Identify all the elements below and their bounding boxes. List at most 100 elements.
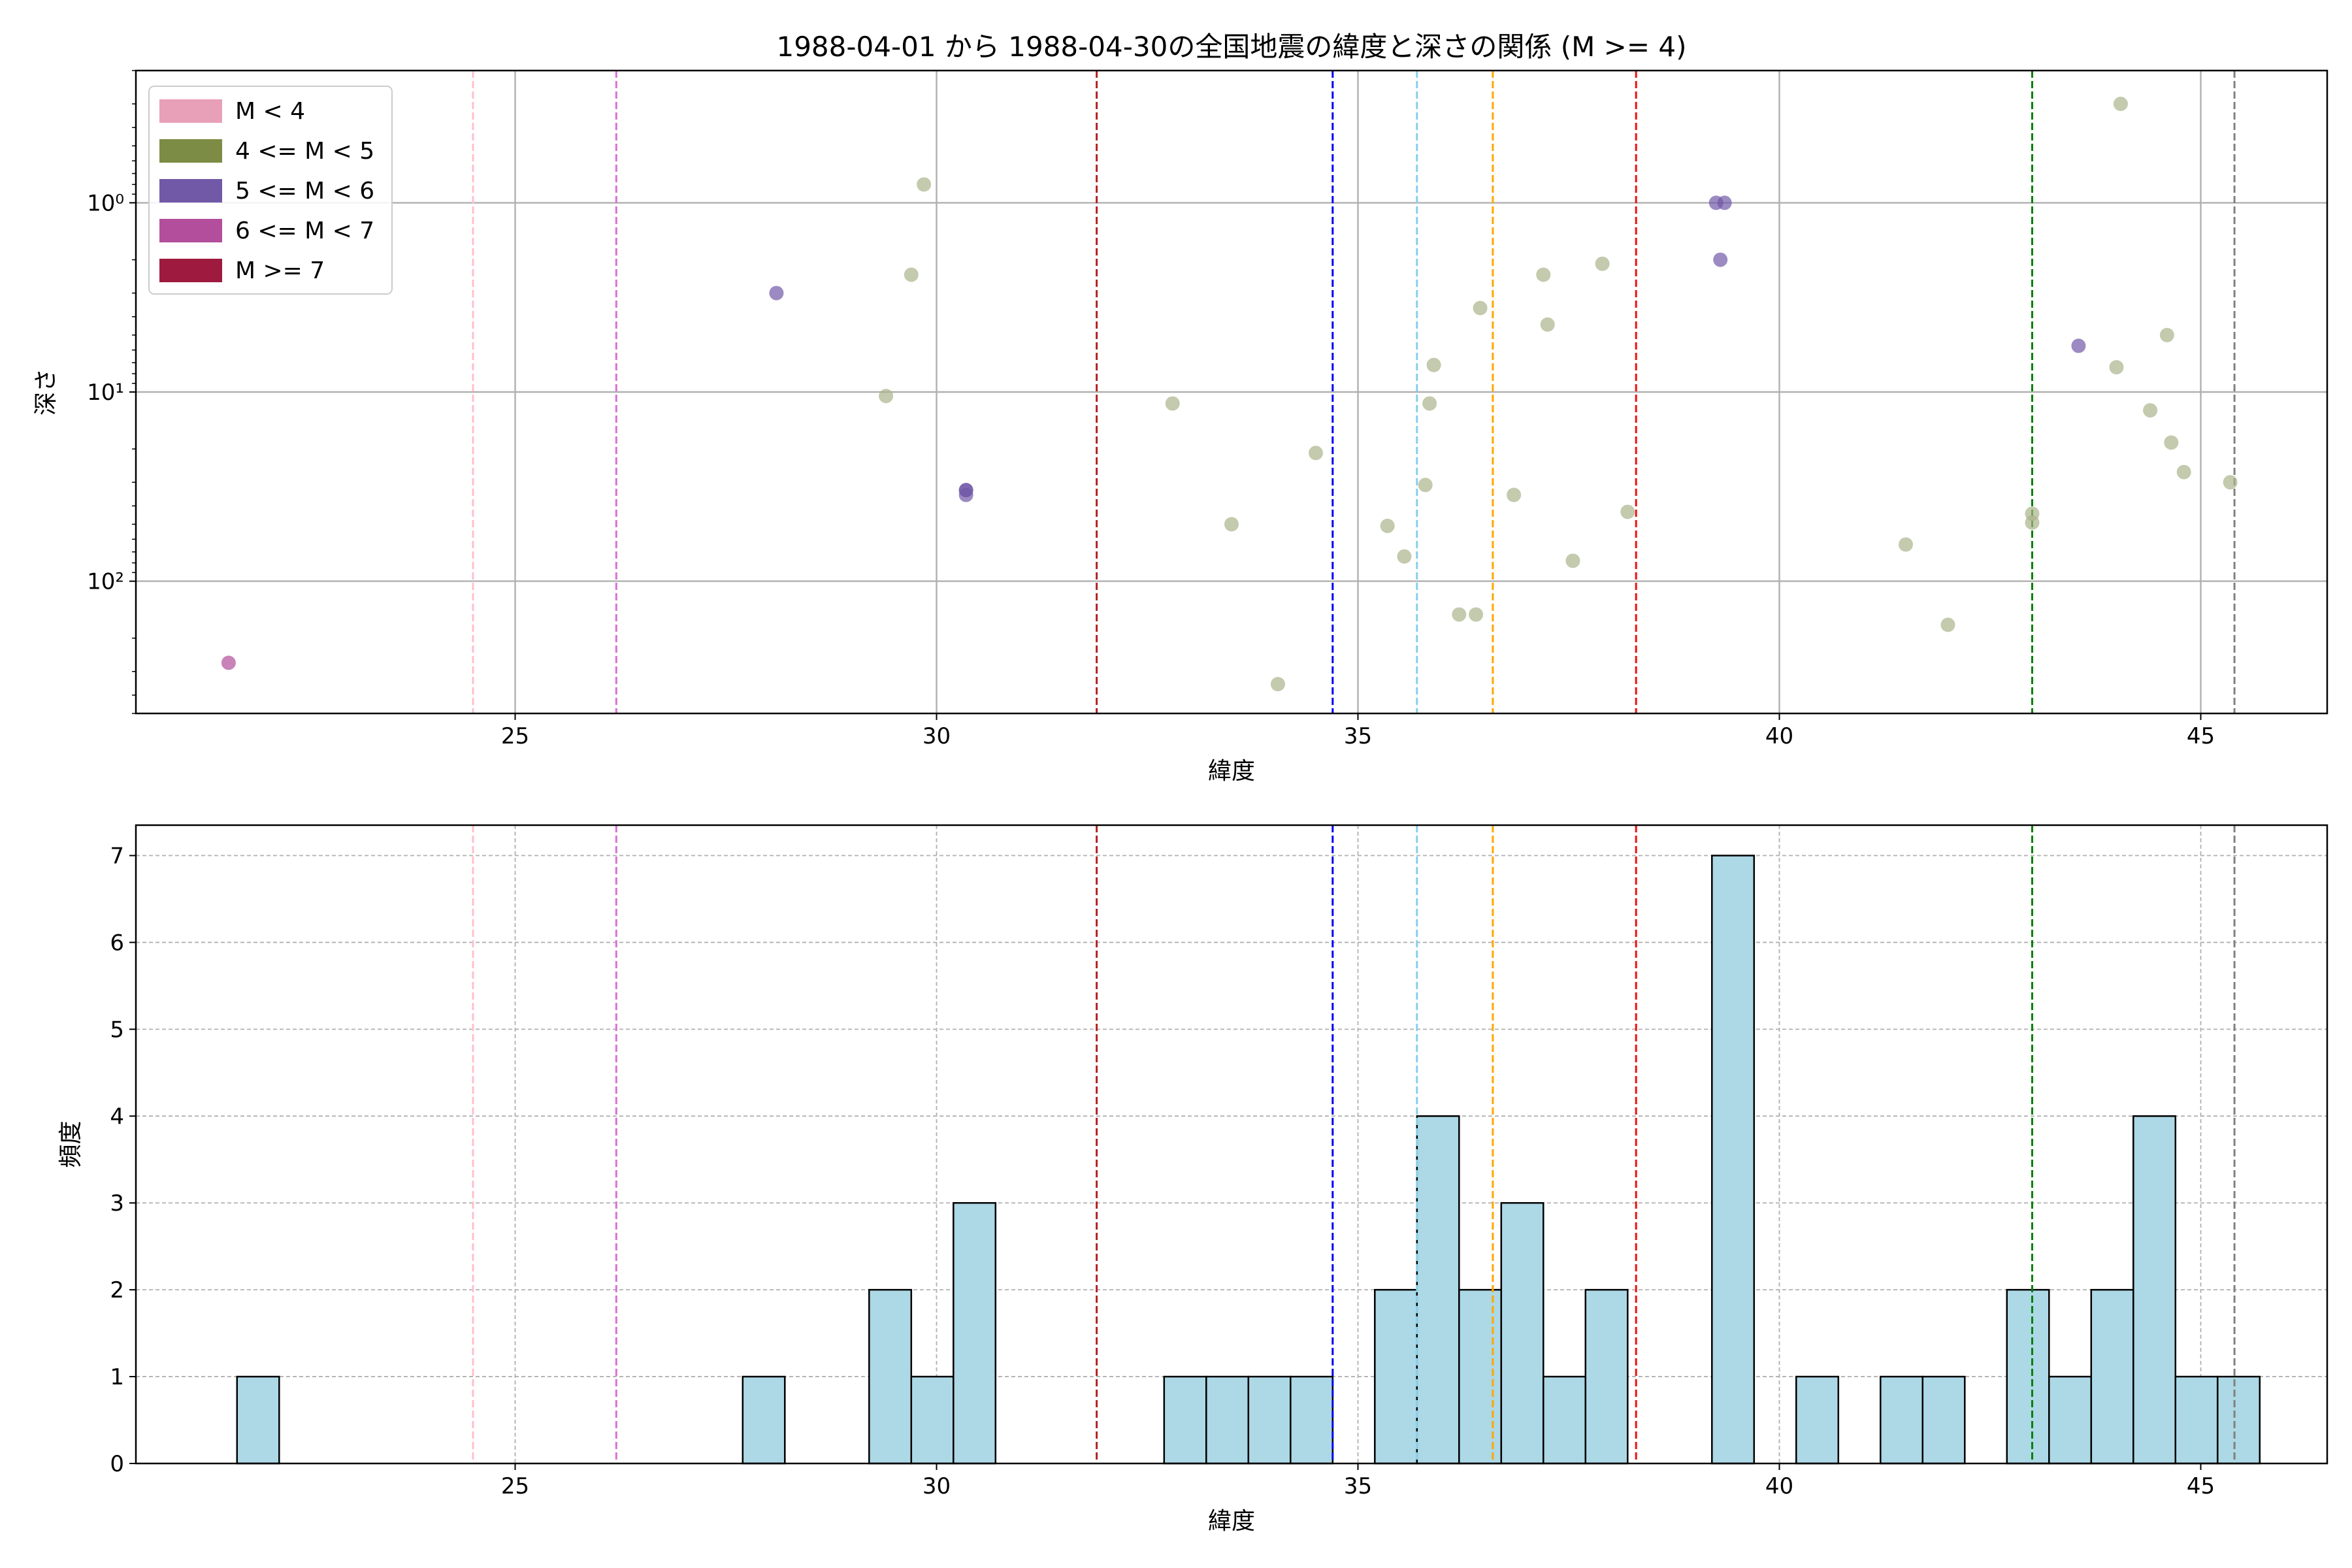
histogram-y-ticks: 0 1 2 3 4 5 6 7: [110, 843, 136, 1477]
scatter-point: [1595, 256, 1610, 271]
histogram-bar: [1543, 1375, 1587, 1465]
histogram-bar: [1290, 1375, 1334, 1465]
histogram-bar: [2174, 1375, 2219, 1465]
histogram-bar: [953, 1201, 997, 1465]
histogram-bar: [1458, 1288, 1503, 1465]
histogram-bar: [1205, 1375, 1250, 1465]
legend-swatch: [159, 219, 222, 242]
histogram-bar: [742, 1375, 786, 1465]
histogram-bar: [236, 1375, 280, 1465]
scatter-point: [1620, 504, 1635, 519]
histogram-panel: 25 30 35 40 45 0 1 2 3 45 6 7 緯度 頻度: [57, 824, 2328, 1535]
histogram-x-axis-label: 緯度: [1208, 1508, 1255, 1535]
scatter-title: 1988-04-01 から 1988-04-30の全国地震の緯度と深さの関係 (…: [776, 31, 1686, 63]
scatter-x-tick-label: 30: [923, 723, 951, 749]
scatter-y-axis-label: 深さ: [33, 368, 59, 416]
scatter-point: [2143, 403, 2158, 418]
histogram-bar: [910, 1375, 955, 1465]
histogram-x-tick-label: 35: [1344, 1473, 1372, 1499]
scatter-point: [904, 267, 919, 282]
legend-swatch: [159, 179, 222, 203]
scatter-point: [1899, 537, 1913, 552]
histogram-y-tick-label: 3: [110, 1190, 124, 1217]
scatter-point: [2176, 465, 2191, 480]
scatter-point: [2159, 327, 2174, 342]
histogram-x-ticks: 25 30 35 40 45: [501, 1463, 2215, 1499]
histogram-reference-lines: [472, 825, 2236, 1463]
histogram-bars: [236, 855, 2261, 1465]
scatter-y-tick-label: 10¹: [87, 380, 124, 406]
histogram-y-axis-label: 頻度: [57, 1120, 84, 1168]
scatter-point: [1717, 195, 1732, 210]
scatter-point: [1940, 617, 1955, 632]
legend-swatch: [159, 99, 222, 123]
scatter-point: [1469, 607, 1484, 622]
histogram-y-tick-label: 7: [110, 843, 124, 870]
scatter-point: [1426, 357, 1441, 372]
scatter-point: [1473, 301, 1488, 316]
histogram-bar: [2090, 1288, 2134, 1465]
scatter-point: [2025, 506, 2040, 521]
scatter-y-tick-label: 10⁰: [87, 190, 124, 216]
scatter-point: [1397, 549, 1412, 564]
histogram-bar: [1247, 1375, 1292, 1465]
legend-label: M >= 7: [235, 257, 325, 284]
scatter-y-ticks: 10⁰ 10¹ 10²: [87, 70, 136, 714]
histogram-bar: [2132, 1115, 2177, 1465]
scatter-point: [1224, 517, 1239, 532]
histogram-bar: [1163, 1375, 1207, 1465]
scatter-point: [1452, 607, 1467, 622]
scatter-point: [221, 655, 236, 670]
histogram-bar: [1711, 855, 1756, 1465]
histogram-bar: [2006, 1288, 2050, 1465]
scatter-reference-lines: [472, 71, 2236, 713]
histogram-x-tick-label: 30: [923, 1473, 951, 1499]
scatter-panel: 25 30 35 40 45 10⁰ 10¹ 10² 1988-04-01 から 1988-…: [33, 31, 2328, 785]
legend-swatch: [159, 259, 222, 282]
scatter-x-tick-label: 45: [2187, 723, 2215, 749]
scatter-point: [1418, 478, 1433, 493]
scatter-point: [1540, 317, 1555, 332]
scatter-point: [917, 177, 932, 192]
scatter-point: [2164, 435, 2179, 450]
scatter-point: [2113, 96, 2128, 111]
scatter-point: [2109, 360, 2124, 375]
histogram-bar: [1416, 1115, 1460, 1465]
scatter-point: [769, 286, 784, 301]
histogram-axes-frame: [135, 824, 2328, 1465]
histogram-bar: [1880, 1375, 1924, 1465]
histogram-bar: [2217, 1375, 2261, 1465]
histogram-x-tick-label: 25: [501, 1473, 529, 1499]
scatter-x-tick-label: 35: [1344, 723, 1372, 749]
legend: M < 4 4 <= M < 5 5 <= M < 6 6 <= M < 7 M >= …: [148, 86, 393, 295]
legend-label: M < 4: [235, 98, 305, 125]
scatter-x-axis-label: 緯度: [1208, 758, 1255, 785]
scatter-x-tick-label: 40: [1765, 723, 1793, 749]
scatter-x-tick-label: 25: [501, 723, 529, 749]
histogram-bar: [2048, 1375, 2093, 1465]
histogram-bar: [1584, 1288, 1629, 1465]
histogram-y-tick-label: 2: [110, 1277, 124, 1303]
scatter-point: [958, 487, 973, 502]
histogram-bar: [1374, 1288, 1418, 1465]
scatter-point: [1165, 396, 1180, 411]
legend-label: 5 <= M < 6: [235, 178, 374, 204]
histogram-bar: [868, 1288, 913, 1465]
legend-label: 4 <= M < 5: [235, 138, 374, 165]
scatter-x-ticks: 25 30 35 40 45: [501, 713, 2215, 749]
histogram-y-tick-label: 6: [110, 930, 124, 956]
scatter-grid: [136, 71, 2327, 713]
scatter-points: [221, 96, 2238, 692]
scatter-point: [2223, 475, 2238, 490]
histogram-y-tick-label: 5: [110, 1017, 124, 1043]
histogram-y-tick-label: 1: [110, 1364, 124, 1390]
scatter-point: [2071, 338, 2086, 353]
histogram-x-tick-label: 40: [1765, 1473, 1793, 1499]
scatter-point: [1565, 553, 1580, 568]
histogram-y-tick-label: 0: [110, 1451, 124, 1477]
histogram-x-tick-label: 45: [2187, 1473, 2215, 1499]
scatter-y-tick-label: 10²: [87, 569, 124, 595]
scatter-point: [1422, 396, 1437, 411]
histogram-bar: [1921, 1375, 1966, 1465]
